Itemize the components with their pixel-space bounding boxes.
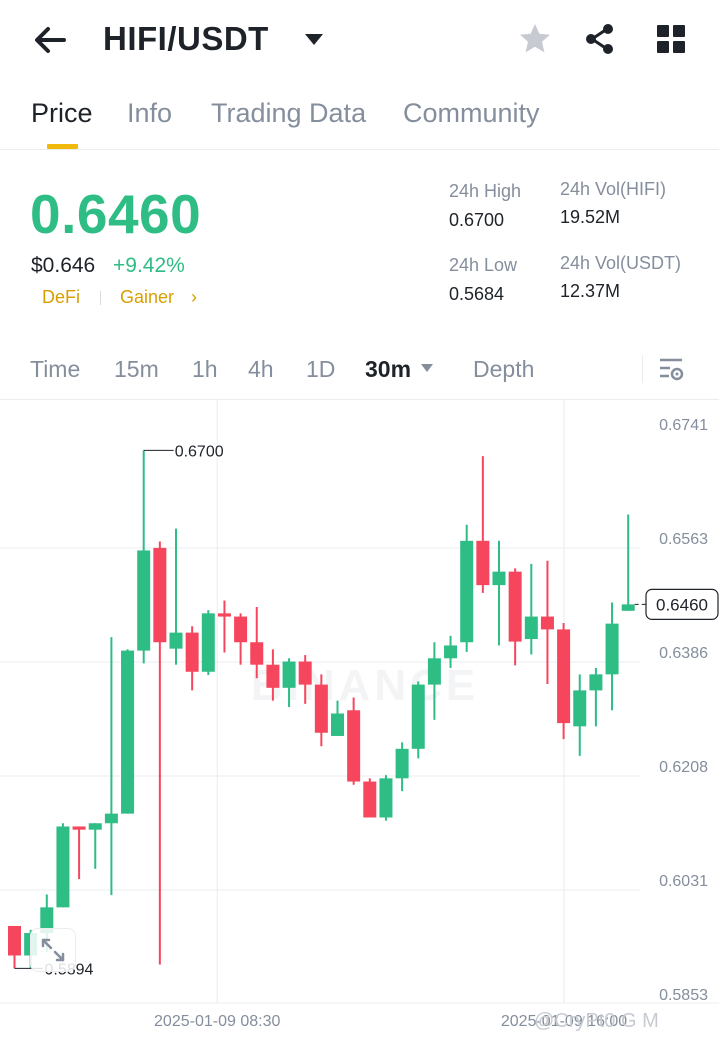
price-change: +9.42%	[113, 254, 185, 277]
candle-body	[589, 674, 603, 691]
high-marker-label: 0.6700	[175, 443, 224, 460]
candle-body	[8, 925, 21, 956]
timeframe-1d[interactable]: 1D	[306, 356, 336, 382]
candle-body	[314, 684, 328, 733]
last-price: 0.6460	[30, 183, 202, 245]
candle-body	[104, 813, 118, 824]
timeframe-30m[interactable]: 30m	[365, 356, 412, 382]
stat-high-value: 0.6700	[449, 210, 505, 230]
candle-body	[40, 907, 54, 934]
timeframe-depth[interactable]: Depth	[473, 356, 535, 382]
candle-body	[427, 658, 441, 685]
candle-body	[492, 571, 506, 586]
chart-settings-icon[interactable]	[658, 356, 686, 384]
candle-body	[621, 604, 635, 611]
stat-vol-base-value: 19.52M	[560, 207, 621, 227]
arrow-left-icon[interactable]	[30, 20, 70, 60]
candlestick-chart[interactable]: BINANCE 0.67410.65630.63860.62080.60310.…	[0, 398, 719, 1045]
y-tick-label: 0.6741	[659, 417, 708, 434]
active-tab-indicator	[47, 144, 78, 149]
candle-body	[347, 710, 361, 782]
candle-body	[573, 690, 587, 727]
tag-defi[interactable]: DeFi	[42, 287, 81, 307]
candle-body	[540, 616, 554, 630]
stat-vol-base-label: 24h Vol(HIFI)	[560, 179, 667, 199]
x-tick-label: 2025-01-09 08:30	[154, 1013, 280, 1030]
user-watermark: @CryPt0 G M	[534, 1010, 659, 1032]
candle-body	[56, 826, 70, 908]
y-tick-label: 0.6031	[659, 873, 708, 890]
tab-price[interactable]: Price	[31, 98, 93, 128]
candle-body	[169, 632, 183, 649]
candle-body	[282, 661, 296, 688]
y-tick-label: 0.6563	[659, 531, 708, 548]
y-tick-label: 0.6386	[659, 645, 708, 662]
candle-body	[605, 623, 619, 675]
candle-body	[234, 616, 248, 643]
timeframe-1h[interactable]: 1h	[192, 356, 218, 382]
last-price-box	[645, 588, 719, 620]
tag-divider	[100, 291, 101, 305]
pair-title[interactable]: HIFI/USDT	[103, 20, 269, 57]
tab-community[interactable]: Community	[403, 98, 540, 128]
candle-body	[137, 550, 151, 651]
stat-vol-quote-value: 12.37M	[560, 281, 621, 301]
candle-body	[185, 632, 199, 672]
timeframe-time[interactable]: Time	[30, 356, 81, 382]
chart-top-border	[0, 399, 719, 400]
stat-low-label: 24h Low	[449, 255, 518, 275]
candle-body	[201, 613, 215, 672]
candle-body	[395, 748, 409, 779]
candle-body	[217, 613, 231, 617]
stat-high-label: 24h High	[449, 181, 522, 201]
candle-body	[250, 642, 264, 665]
candle-body	[298, 661, 312, 685]
tab-trading-data[interactable]: Trading Data	[211, 98, 367, 128]
candle-body	[363, 781, 377, 818]
candle-body	[88, 823, 102, 830]
share-icon[interactable]	[581, 20, 619, 58]
expand-chart-button[interactable]	[30, 928, 76, 972]
y-tick-label: 0.5853	[659, 987, 708, 1004]
candle-body	[153, 547, 167, 643]
candle-body	[331, 713, 344, 736]
tab-info[interactable]: Info	[127, 98, 173, 128]
price-usd: $0.646	[31, 254, 96, 277]
top-bar: HIFI/USDT	[0, 0, 719, 80]
grid-icon[interactable]	[652, 20, 690, 58]
star-icon[interactable]	[516, 20, 554, 58]
stat-vol-quote-label: 24h Vol(USDT)	[560, 253, 682, 273]
tab-bar: Price Info Trading Data Community	[0, 80, 719, 150]
timeframe-15m[interactable]: 15m	[114, 356, 159, 382]
candle-body	[266, 664, 280, 688]
timeframe-4h[interactable]: 4h	[248, 356, 274, 382]
stat-low-value: 0.5684	[449, 284, 505, 304]
candle-body	[444, 645, 458, 659]
candle-body	[476, 540, 490, 586]
candle-body	[72, 826, 86, 830]
candle-body	[121, 650, 135, 814]
candle-body	[557, 629, 571, 724]
candle-body	[460, 540, 474, 643]
y-tick-label: 0.6208	[659, 759, 708, 776]
caret-down-icon[interactable]	[303, 30, 325, 48]
tag-gainer[interactable]: Gainer	[120, 287, 175, 307]
candle-body	[508, 571, 522, 642]
expand-icon	[41, 938, 65, 962]
timeframe-divider	[642, 355, 643, 383]
x-tick-label: 2025-01-09 16:00	[501, 1013, 627, 1030]
chevron-down-icon[interactable]	[420, 363, 434, 373]
candle-body	[379, 778, 393, 818]
candle-body	[524, 616, 538, 640]
last-price-label: 0.6460	[656, 595, 708, 614]
candle-body	[411, 684, 425, 749]
tag-arrow[interactable]: ›	[191, 287, 197, 307]
